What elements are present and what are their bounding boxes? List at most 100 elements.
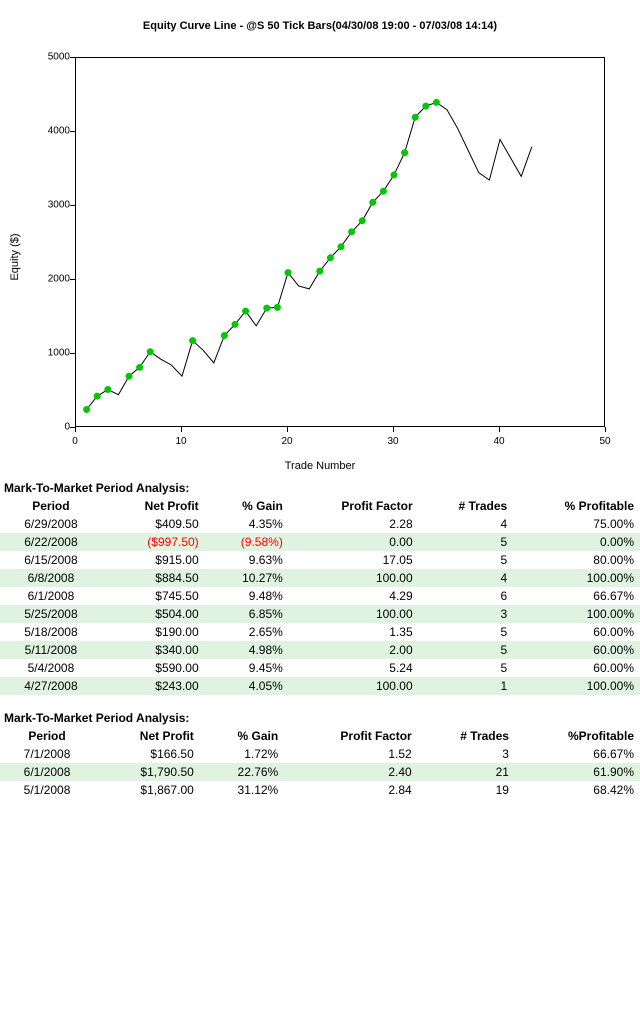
table-cell: 4: [419, 569, 514, 587]
table-cell: 100.00: [289, 677, 419, 695]
col-header: Period: [0, 727, 94, 745]
chart-title: Equity Curve Line - @S 50 Tick Bars(04/3…: [10, 20, 630, 32]
trade-marker: [338, 243, 345, 250]
table-row: 5/1/2008$1,867.0031.12%2.841968.42%: [0, 781, 640, 799]
table-cell: 2.40: [284, 763, 418, 781]
trade-marker: [327, 254, 334, 261]
table-cell: 0.00: [289, 533, 419, 551]
table-cell: $504.00: [102, 605, 205, 623]
trade-marker: [147, 348, 154, 355]
table-cell: 61.90%: [515, 763, 640, 781]
trade-marker: [274, 304, 281, 311]
trade-marker: [359, 217, 366, 224]
trade-marker: [104, 386, 111, 393]
table-cell: $243.00: [102, 677, 205, 695]
table-cell: 75.00%: [513, 515, 640, 533]
table-cell: 19: [418, 781, 515, 799]
table-cell: 4.05%: [205, 677, 289, 695]
table-cell: $190.00: [102, 623, 205, 641]
trade-marker: [433, 99, 440, 106]
table-row: 4/27/2008$243.004.05%100.001100.00%: [0, 677, 640, 695]
table-row: 6/1/2008$745.509.48%4.29666.67%: [0, 587, 640, 605]
table-cell: 6/15/2008: [0, 551, 102, 569]
table-cell: 17.05: [289, 551, 419, 569]
table-cell: 22.76%: [200, 763, 284, 781]
table-cell: 3: [419, 605, 514, 623]
col-header: # Trades: [418, 727, 515, 745]
table-cell: $590.00: [102, 659, 205, 677]
period-analysis-table-monthly: PeriodNet Profit% GainProfit Factor# Tra…: [0, 727, 640, 799]
table-cell: 60.00%: [513, 659, 640, 677]
table-row: 5/25/2008$504.006.85%100.003100.00%: [0, 605, 640, 623]
table-cell: 5/4/2008: [0, 659, 102, 677]
table-cell: 5: [419, 641, 514, 659]
x-tick-label: 0: [72, 436, 78, 447]
table-cell: 60.00%: [513, 641, 640, 659]
x-tick-label: 50: [599, 436, 610, 447]
table-cell: 10.27%: [205, 569, 289, 587]
x-axis-label: Trade Number: [285, 460, 356, 472]
table-cell: 21: [418, 763, 515, 781]
x-tick-label: 10: [175, 436, 186, 447]
table-cell: 5/18/2008: [0, 623, 102, 641]
table-cell: 5.24: [289, 659, 419, 677]
table-cell: $340.00: [102, 641, 205, 659]
trade-marker: [83, 406, 90, 413]
table-cell: 9.45%: [205, 659, 289, 677]
table-cell: 68.42%: [515, 781, 640, 799]
trade-marker: [401, 149, 408, 156]
table-cell: $409.50: [102, 515, 205, 533]
table-cell: $1,867.00: [94, 781, 200, 799]
table-cell: 5: [419, 551, 514, 569]
table-row: 5/4/2008$590.009.45%5.24560.00%: [0, 659, 640, 677]
col-header: Profit Factor: [284, 727, 418, 745]
table-cell: 1.35: [289, 623, 419, 641]
trade-marker: [412, 114, 419, 121]
table-cell: 5: [419, 623, 514, 641]
table-cell: 66.67%: [515, 745, 640, 763]
table-cell: 66.67%: [513, 587, 640, 605]
table-cell: 6/29/2008: [0, 515, 102, 533]
table-cell: $1,790.50: [94, 763, 200, 781]
x-tick-label: 20: [281, 436, 292, 447]
col-header: Profit Factor: [289, 497, 419, 515]
col-header: # Trades: [419, 497, 514, 515]
table-cell: 1: [419, 677, 514, 695]
table-cell: 6/1/2008: [0, 763, 94, 781]
col-header: % Gain: [205, 497, 289, 515]
table-cell: $915.00: [102, 551, 205, 569]
table-cell: 1.52: [284, 745, 418, 763]
y-tick-label: 1000: [35, 348, 70, 359]
table-cell: 6/1/2008: [0, 587, 102, 605]
y-tick-label: 4000: [35, 126, 70, 137]
table-cell: 4/27/2008: [0, 677, 102, 695]
table-cell: 100.00: [289, 569, 419, 587]
trade-marker: [94, 393, 101, 400]
y-tick-label: 2000: [35, 274, 70, 285]
table2-title: Mark-To-Market Period Analysis:: [0, 707, 640, 727]
col-header: %Profitable: [515, 727, 640, 745]
table-cell: 1.72%: [200, 745, 284, 763]
table-cell: 9.63%: [205, 551, 289, 569]
table-cell: 5: [419, 533, 514, 551]
table-cell: 7/1/2008: [0, 745, 94, 763]
equity-chart-container: Equity Curve Line - @S 50 Tick Bars(04/3…: [0, 0, 640, 477]
table-cell: $884.50: [102, 569, 205, 587]
trade-marker: [136, 364, 143, 371]
table-row: 5/18/2008$190.002.65%1.35560.00%: [0, 623, 640, 641]
col-header: Net Profit: [102, 497, 205, 515]
table-row: 6/8/2008$884.5010.27%100.004100.00%: [0, 569, 640, 587]
table-cell: 6/8/2008: [0, 569, 102, 587]
table-cell: 5: [419, 659, 514, 677]
table-cell: 5/1/2008: [0, 781, 94, 799]
table-cell: 100.00%: [513, 605, 640, 623]
col-header: Net Profit: [94, 727, 200, 745]
trade-marker: [242, 308, 249, 315]
trade-marker: [285, 269, 292, 276]
trade-marker: [369, 199, 376, 206]
trade-marker: [189, 337, 196, 344]
chart-area: Equity ($) Trade Number 0100020003000400…: [20, 47, 620, 467]
trade-marker: [232, 321, 239, 328]
trade-marker: [126, 373, 133, 380]
table-cell: (9.58%): [205, 533, 289, 551]
